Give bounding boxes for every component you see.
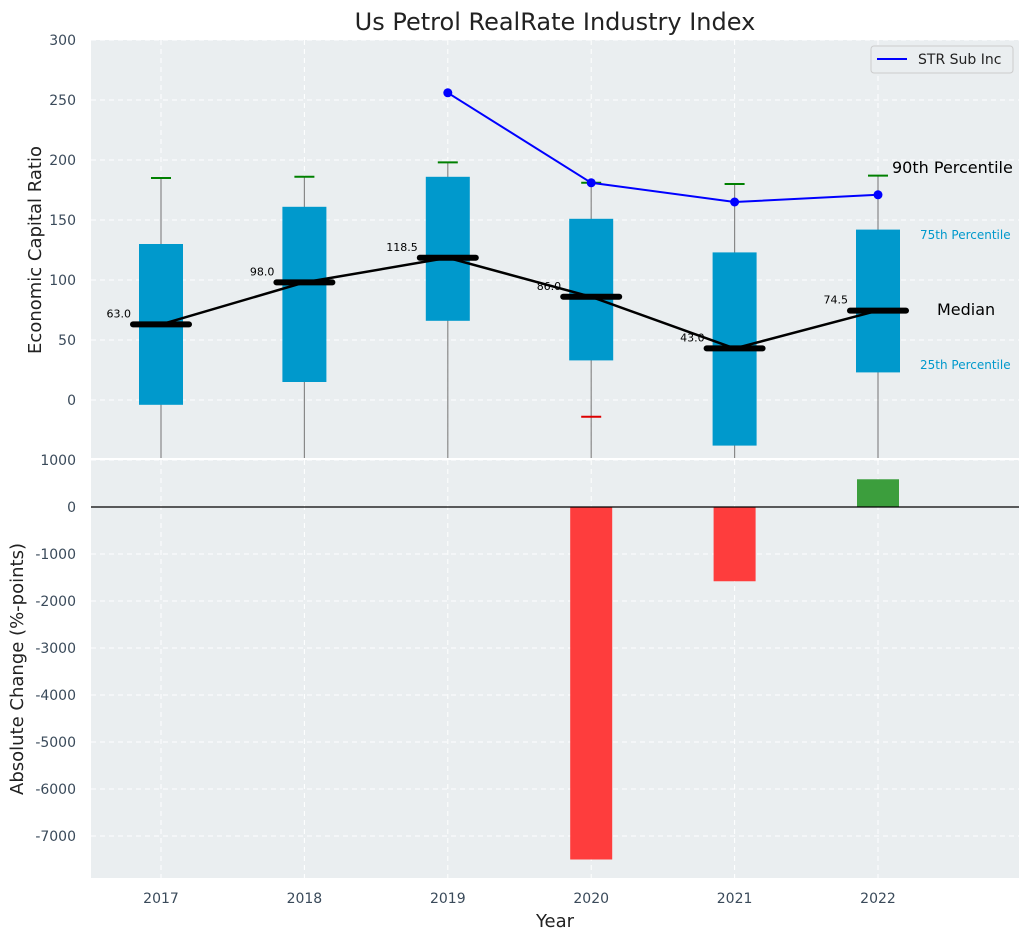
series-line [447,91,879,204]
legend-box [870,45,1014,74]
bottom-ticks: 1000 0 -1000 -2000 -3000 -4000 -5000 -6000 -7000 [35,453,76,845]
top-y-axis-label: Economic Capital Ratio [25,146,46,354]
bottom-y-tick-label: 0 [67,500,76,516]
bottom-y-tick-label: -4000 [35,688,76,704]
series-point [586,178,596,188]
bottom-y-axis-label: Absolute Change (%-points) [7,543,28,795]
top-y-tick-label: 300 [49,33,76,49]
annotation-p25: 25th Percentile [920,358,1011,372]
series-point [873,190,883,200]
median-value-label: 118.5 [386,241,418,254]
bottom-y-tick-label: -5000 [35,735,76,751]
top-y-tick-label: 250 [49,93,76,109]
annotation-p75: 75th Percentile [920,228,1011,242]
top-y-tick-label: 150 [49,213,76,229]
iqr-box [569,218,614,361]
series-layer [443,88,883,207]
bottom-y-tick-label: -2000 [35,594,76,610]
series-point [443,88,453,98]
median-value-label: 74.5 [824,294,849,307]
top-y-tick-label: 200 [49,153,76,169]
bottom-grid [91,459,1019,878]
top-y-tick-label: 0 [67,393,76,409]
bars [570,479,899,860]
annotation-p90: 90th Percentile [892,158,1013,177]
x-ticks: 2017 2018 2019 2020 2021 2022 [143,891,896,907]
chart-title: Us Petrol RealRate Industry Index [355,8,756,36]
legend-label: STR Sub Inc [918,52,1001,68]
median-trend-line [160,256,879,350]
median-line-layer [160,256,879,350]
median-value-label: 63.0 [107,307,132,320]
annotation-median: Median [937,300,995,319]
legend: STR Sub Inc [870,45,1014,74]
change-bar [713,507,756,582]
bottom-y-tick-label: -7000 [35,829,76,845]
top-y-tick-label: 100 [49,273,76,289]
x-tick-label: 2022 [860,891,896,907]
median-value-label: 98.0 [250,265,275,278]
x-tick-label: 2020 [573,891,609,907]
bottom-plot-background [91,460,1019,878]
bottom-y-tick-label: -3000 [35,641,76,657]
iqr-box [856,229,900,373]
x-tick-label: 2021 [717,891,753,907]
top-ticks: 0 50 100 150 200 250 300 [49,33,76,409]
top-y-tick-label: 50 [58,333,76,349]
bottom-y-tick-label: -6000 [35,782,76,798]
x-axis-label: Year [535,911,575,932]
change-bar [857,479,899,507]
change-bar [570,507,613,860]
series-point [730,197,740,207]
bottom-y-tick-label: 1000 [40,453,76,469]
x-tick-label: 2017 [143,891,179,907]
iqr-box [282,206,327,382]
iqr-box [425,176,470,321]
bottom-y-tick-label: -1000 [35,547,76,563]
x-tick-label: 2019 [430,891,466,907]
x-tick-label: 2018 [287,891,323,907]
